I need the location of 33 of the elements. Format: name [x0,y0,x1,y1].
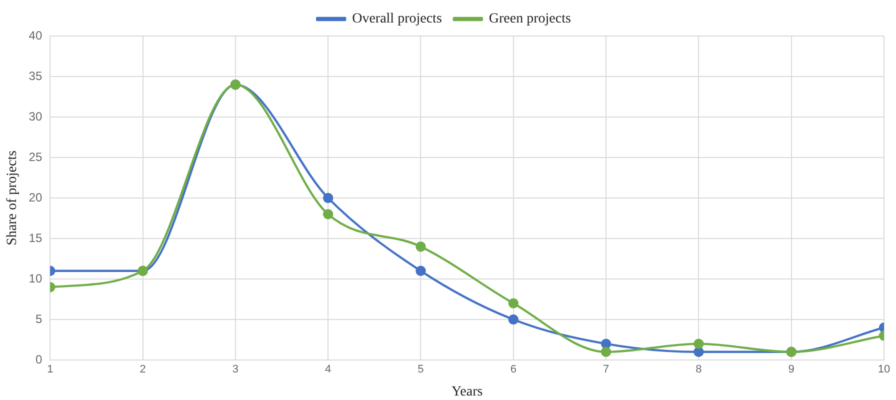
point [508,298,518,308]
y-tick-label: 35 [28,68,42,83]
point [323,192,334,204]
legend-label: Overall projects [352,12,442,27]
y-tick-label: 30 [28,109,42,124]
y-tick-label: 15 [28,230,42,245]
legend-label: Green projects [488,12,571,27]
point [600,338,612,349]
x-tick-label: 2 [140,364,146,376]
y-tick-label: 25 [28,150,42,164]
y-tick-label: 5 [35,312,42,326]
x-tick-label: 3 [232,364,239,376]
x-tick-label: 9 [788,364,794,376]
point [508,314,518,325]
point [600,346,612,357]
x-tick-label: 7 [602,364,610,376]
point [323,209,334,220]
x-tick-label: 8 [696,364,702,376]
x-tick-label: 1 [47,364,54,376]
point [694,338,704,349]
x-tick-label: 6 [510,364,516,376]
x-axis-title: Years [451,384,483,400]
x-tick-label: 4 [325,364,332,376]
point [694,346,704,357]
point [416,242,426,252]
x-tick-label: 10 [878,364,890,376]
x-tick-label: 5 [418,364,424,376]
y-tick-label: 40 [28,28,42,42]
y-tick-label: 10 [28,271,42,286]
point [416,266,426,276]
y-tick-label: 20 [28,190,42,204]
y-tick-label: 0 [35,352,42,366]
y-axis-title: Share of projects [5,150,20,246]
